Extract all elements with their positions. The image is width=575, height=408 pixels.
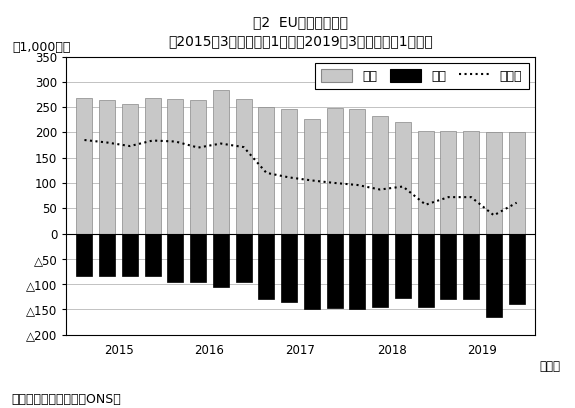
Bar <box>167 99 183 233</box>
Legend: 流入, 流出, 純移民: 流入, 流出, 純移民 <box>315 63 528 89</box>
Bar <box>440 233 457 299</box>
Bar <box>327 233 343 308</box>
Title: 図2  EU移民数の変化
（2015年3月末までの1年間～2019年3月末までの1年間）: 図2 EU移民数の変化 （2015年3月末までの1年間～2019年3月末までの1… <box>168 15 433 49</box>
Bar <box>304 233 320 309</box>
Bar <box>122 104 138 233</box>
Bar <box>327 108 343 233</box>
Bar <box>145 98 160 233</box>
Bar <box>486 233 502 317</box>
Bar <box>99 233 115 276</box>
Bar <box>122 233 138 276</box>
Bar <box>417 131 434 233</box>
Bar <box>304 119 320 233</box>
Bar <box>509 132 524 233</box>
Text: （年）: （年） <box>539 359 560 373</box>
Bar <box>350 233 365 309</box>
Bar <box>350 109 365 233</box>
Text: （1,000人）: （1,000人） <box>12 41 71 54</box>
Bar <box>190 100 206 233</box>
Bar <box>258 233 274 299</box>
Bar <box>258 107 274 233</box>
Bar <box>440 131 457 233</box>
Bar <box>213 91 229 233</box>
Bar <box>281 109 297 233</box>
Bar <box>213 233 229 286</box>
Bar <box>236 233 252 282</box>
Bar <box>76 233 93 276</box>
Bar <box>463 131 479 233</box>
Bar <box>145 233 160 276</box>
Bar <box>486 132 502 233</box>
Bar <box>99 100 115 233</box>
Bar <box>395 233 411 298</box>
Bar <box>417 233 434 307</box>
Bar <box>167 233 183 282</box>
Bar <box>372 116 388 233</box>
Bar <box>76 98 93 233</box>
Bar <box>190 233 206 282</box>
Bar <box>236 99 252 233</box>
Bar <box>463 233 479 299</box>
Bar <box>509 233 524 304</box>
Bar <box>395 122 411 233</box>
Bar <box>372 233 388 307</box>
Bar <box>281 233 297 302</box>
Text: （出所）国民統計局（ONS）: （出所）国民統計局（ONS） <box>12 393 121 406</box>
